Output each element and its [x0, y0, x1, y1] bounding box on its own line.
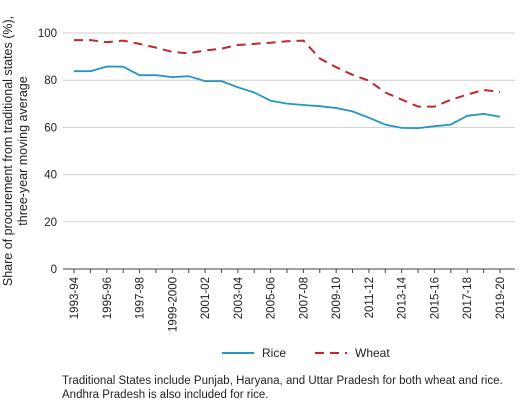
- x-tick-label: 1995-96: [102, 277, 114, 319]
- footnote-line-2: Andhra Pradesh is also included for rice…: [62, 389, 269, 401]
- legend-label: Wheat: [355, 346, 390, 360]
- x-tick-label: 2005-06: [266, 277, 278, 319]
- y-tick-label: 100: [38, 28, 57, 40]
- x-tick-label: 2013-14: [397, 276, 409, 319]
- line-chart: Share of procurement from traditional st…: [1, 16, 515, 360]
- x-tick-label: 1997-98: [135, 277, 147, 319]
- x-tick-label: 2003-04: [233, 276, 245, 319]
- x-tick-label: 2011-12: [364, 277, 376, 318]
- series-layer: [74, 39, 501, 130]
- y-axis-title: Share of procurement from traditional st…: [1, 16, 30, 286]
- legend-label: Rice: [262, 346, 286, 360]
- y-axis: 0 20 40 60 80 100: [38, 28, 57, 276]
- legend: Rice Wheat: [222, 346, 390, 360]
- gridlines: [63, 32, 515, 270]
- y-tick-label: 60: [44, 122, 57, 134]
- y-tick-label: 20: [44, 217, 57, 229]
- series-line-wheat: [74, 39, 501, 108]
- footnote-line-1: Traditional States include Punjab, Harya…: [62, 375, 503, 387]
- y-axis-title-line: three-year moving average: [16, 76, 30, 225]
- y-axis-title-line: Share of procurement from traditional st…: [1, 16, 15, 286]
- x-tick-label: 2007-08: [298, 277, 310, 319]
- y-tick-label: 80: [44, 75, 57, 87]
- x-tick-label: 2019-20: [495, 277, 507, 319]
- x-tick-label: 2001-02: [200, 277, 212, 319]
- series-line-rice: [74, 65, 501, 130]
- x-axis: 1993-94 1995-96 1997-98 1999-2000 2001-02 200…: [69, 269, 507, 332]
- y-tick-label: 40: [44, 170, 57, 182]
- x-tick-label: 1999-2000: [167, 277, 179, 332]
- x-tick-label: 2017-18: [462, 277, 474, 319]
- x-tick-label: 1993-94: [69, 276, 81, 319]
- y-tick-label: 0: [51, 264, 57, 276]
- x-tick-label: 2009-10: [331, 277, 343, 319]
- x-tick-label: 2015-16: [429, 277, 441, 319]
